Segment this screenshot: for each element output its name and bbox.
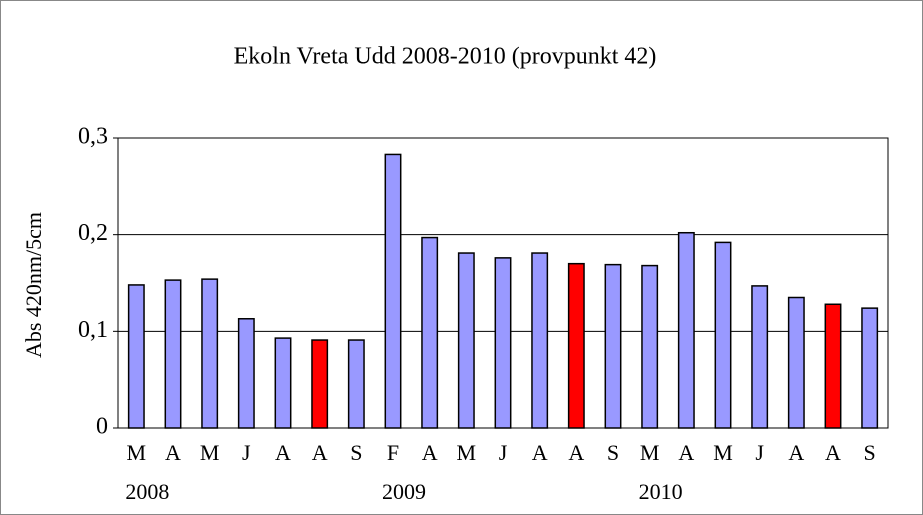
- bar: [494, 257, 512, 429]
- group-label: 2009: [382, 479, 426, 504]
- x-tick-label: M: [457, 440, 477, 465]
- bar: [384, 153, 402, 429]
- bar: [237, 318, 255, 429]
- x-tick-label: F: [387, 440, 399, 465]
- x-tick-label: A: [568, 440, 584, 465]
- group-label: 2010: [639, 479, 683, 504]
- bar: [457, 252, 475, 429]
- x-tick-label: M: [127, 440, 147, 465]
- bar: [421, 236, 439, 429]
- bar: [201, 278, 219, 429]
- x-tick-label: A: [825, 440, 841, 465]
- x-tick-label: A: [532, 440, 548, 465]
- x-tick-label: A: [788, 440, 804, 465]
- bar: [127, 284, 145, 429]
- x-tick-label: A: [312, 440, 328, 465]
- bar: [164, 279, 182, 429]
- x-tick-label: M: [200, 440, 220, 465]
- bar: [311, 339, 329, 429]
- bar: [567, 262, 585, 429]
- y-tick-label: 0,3: [78, 124, 108, 150]
- chart-title: Ekoln Vreta Udd 2008-2010 (provpunkt 42): [234, 44, 657, 70]
- x-tick-label: J: [499, 440, 508, 465]
- bar: [641, 264, 659, 429]
- bar: [824, 303, 842, 429]
- bar: [347, 339, 365, 429]
- x-tick-label: A: [678, 440, 694, 465]
- bar: [531, 252, 549, 429]
- x-tick-label: S: [864, 440, 876, 465]
- x-tick-label: J: [755, 440, 764, 465]
- x-tick-label: M: [640, 440, 660, 465]
- group-label: 2008: [125, 479, 169, 504]
- y-axis-label: Abs 420nm/5cm: [21, 212, 46, 358]
- y-tick-label: 0,2: [78, 220, 108, 246]
- x-tick-label: M: [713, 440, 733, 465]
- bar: [274, 337, 292, 429]
- x-tick-label: A: [165, 440, 181, 465]
- bar: [714, 241, 732, 429]
- bar: [677, 231, 695, 429]
- bar: [787, 296, 805, 429]
- x-tick-label: S: [350, 440, 362, 465]
- x-tick-label: A: [275, 440, 291, 465]
- bar: [604, 263, 622, 429]
- bar: [751, 285, 769, 429]
- x-tick-label: J: [242, 440, 251, 465]
- bar: [861, 307, 879, 429]
- x-tick-label: A: [422, 440, 438, 465]
- y-tick-label: 0: [96, 414, 108, 440]
- y-tick-label: 0,1: [78, 317, 108, 343]
- x-tick-label: S: [607, 440, 619, 465]
